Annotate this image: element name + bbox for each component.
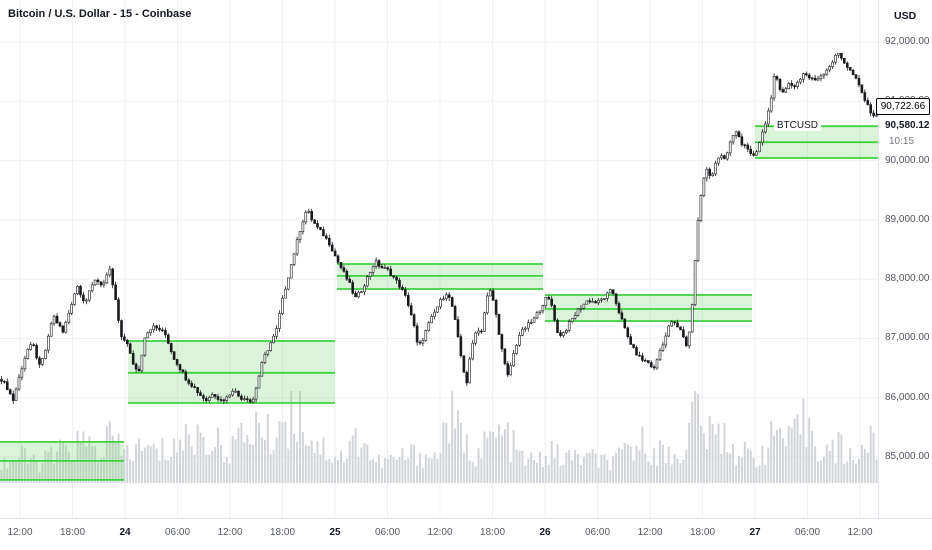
line-price-label: 90,580.12 xyxy=(885,120,930,131)
time-tick-day-label: 27 xyxy=(749,527,761,538)
chart-canvas[interactable]: BTCUSD xyxy=(0,0,878,518)
supply-demand-zone[interactable] xyxy=(755,125,878,159)
supply-demand-zone[interactable] xyxy=(545,294,752,322)
price-tick-label: 87,000.00 xyxy=(885,332,930,344)
time-axis[interactable]: 12:00 18:00 24 06:00 12:00 18:00 25 06:00 12:00 1… xyxy=(0,518,932,550)
time-tick-label: 12:00 xyxy=(217,527,243,538)
bar-countdown-label: 10:15 xyxy=(889,136,915,147)
price-tick-label: 85,000.00 xyxy=(885,451,930,463)
time-tick-label: 18:00 xyxy=(269,527,296,538)
price-tick-label: 88,000.00 xyxy=(885,273,930,285)
time-tick-label: 06:00 xyxy=(584,527,611,538)
time-tick-label: 18:00 xyxy=(689,527,716,538)
time-tick-label: 12:00 xyxy=(637,527,663,538)
price-chart-svg[interactable] xyxy=(0,0,878,518)
supply-demand-zone[interactable] xyxy=(0,440,124,481)
time-tick-label: 12:00 xyxy=(7,527,33,538)
price-tick-label: 89,000.00 xyxy=(885,213,930,225)
time-tick-label: 12:00 xyxy=(847,527,873,538)
time-tick-label: 18:00 xyxy=(59,527,86,538)
chart-title[interactable]: Bitcoin / U.S. Dollar - 15 - Coinbase xyxy=(8,8,192,20)
volume-series xyxy=(0,391,878,483)
last-price-badge[interactable]: 90,722.66 xyxy=(876,98,930,115)
price-tick-label: 86,000.00 xyxy=(885,391,930,403)
currency-label: USD xyxy=(894,10,917,22)
time-tick-label: 18:00 xyxy=(479,527,506,538)
time-tick-day-label: 26 xyxy=(539,527,551,538)
time-tick-label: 06:00 xyxy=(374,527,401,538)
time-tick-label: 12:00 xyxy=(427,527,453,538)
time-tick-label: 06:00 xyxy=(164,527,191,538)
symbol-line-label: BTCUSD xyxy=(773,120,821,131)
time-tick-day-label: 25 xyxy=(329,527,341,538)
price-tick-label: 90,000.00 xyxy=(885,154,930,166)
candles-series xyxy=(0,52,878,404)
price-tick-label: 92,000.00 xyxy=(885,35,930,47)
time-tick-day-label: 24 xyxy=(119,527,131,538)
price-axis[interactable]: USD 92,000.0091,000.0090,000.0089,000.00… xyxy=(876,0,932,518)
time-tick-label: 06:00 xyxy=(794,527,821,538)
grid-lines xyxy=(0,0,878,518)
